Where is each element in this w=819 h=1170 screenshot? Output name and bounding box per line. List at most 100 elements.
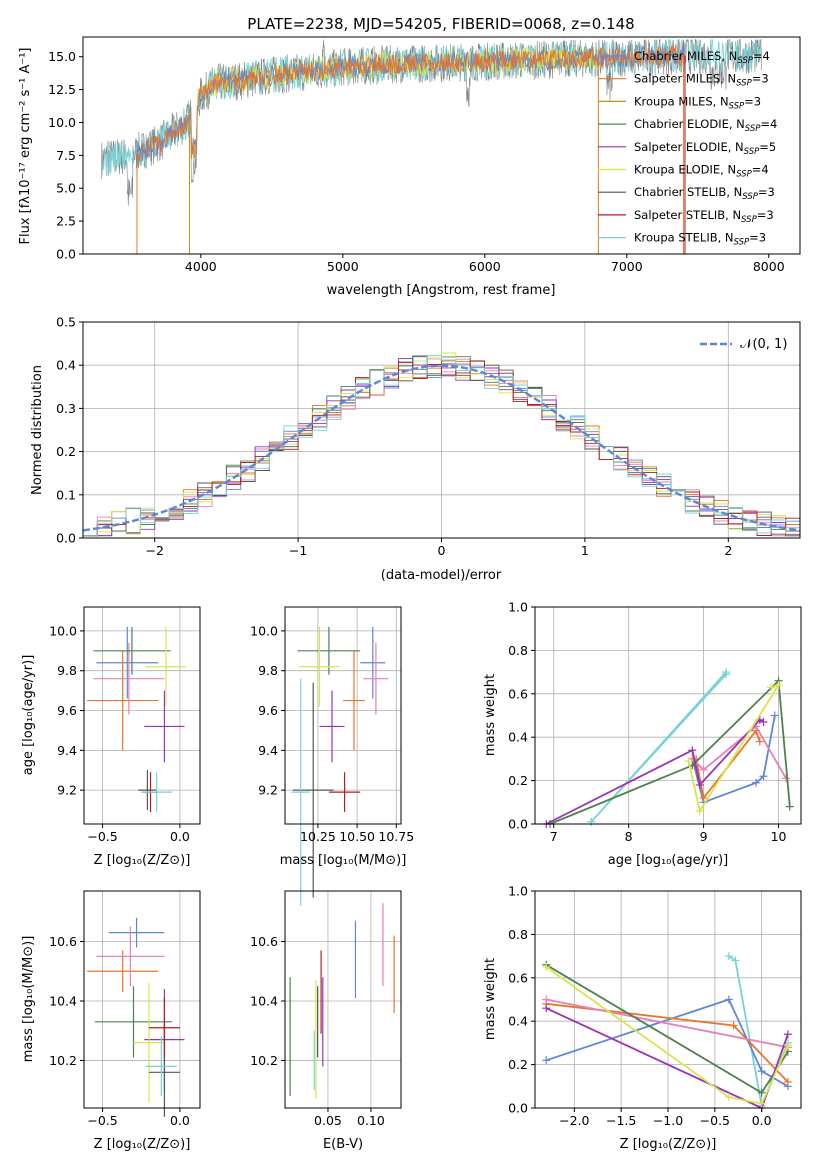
spectrum-xlabel: wavelength [Angstrom, rest frame]: [327, 283, 556, 298]
legend-entry: Chabrier MILES, NSSP=4: [634, 49, 770, 66]
series-marker: [695, 780, 704, 789]
series-marker: [542, 1004, 551, 1013]
errorbar-salpeter_miles: [87, 650, 159, 751]
errorbar-chabrier_elodie: [94, 986, 173, 1058]
series-marker: [731, 956, 740, 965]
ytick-label: 9.6: [258, 703, 278, 718]
ytick-label: 0.1: [56, 487, 76, 502]
xtick-label: −0.5: [700, 1113, 730, 1128]
legend-label: Kroupa ELODIE, N: [634, 163, 736, 177]
errorbar-kroupa_stelib: [291, 678, 311, 906]
histogram-ylabel: Normed distribution: [30, 365, 45, 495]
series-marker: [757, 1067, 766, 1076]
errorbar-chabrier_elodie: [297, 626, 361, 675]
spectrum-ylabel: Flux [fλ10⁻¹⁷ erg cm⁻² s⁻¹ A⁻¹]: [18, 48, 33, 245]
ytick-label: 0.0: [56, 531, 76, 546]
series-kroupa_elodie: [542, 962, 792, 1108]
xtick-label: 10.25: [300, 829, 336, 844]
series-line: [545, 964, 789, 1095]
age-vs-mass-errorbars: [291, 626, 389, 906]
ytick-label: 9.6: [57, 703, 77, 718]
series-marker: [699, 765, 708, 774]
ytick-label: 10.2: [250, 1053, 278, 1068]
legend-entry: Salpeter MILES, NSSP=3: [634, 72, 769, 89]
ytick-label: 0.4: [508, 730, 528, 745]
series-marker: [759, 772, 768, 781]
errorbar-chabrier_miles: [360, 626, 386, 699]
errorbar-salpeter_miles: [343, 650, 365, 751]
histogram-yticks: 0.0 0.1 0.2 0.3 0.4 0.5: [56, 315, 83, 546]
series-marker: [684, 757, 693, 766]
legend-sub: SSP: [742, 192, 758, 202]
ytick-label: 10.0: [49, 623, 77, 638]
series-marker: [782, 774, 791, 783]
legend-label: Chabrier ELODIE, N: [634, 117, 745, 131]
series-marker: [724, 952, 733, 961]
xtick-label: 0.05: [314, 1113, 342, 1128]
spectrum-yticks: 0.0 2.5 5.0 7.5 10.0 12.5 15.0: [48, 49, 83, 262]
errorbar-salpeter_stelib: [328, 772, 361, 813]
ytick-label: 10.0: [250, 623, 278, 638]
legend-entry: Salpeter STELIB, NSSP=3: [634, 208, 774, 225]
legend-sub: SSP: [745, 124, 761, 134]
series-marker: [783, 1041, 792, 1050]
legend-label: Salpeter STELIB, N: [634, 208, 741, 222]
series-line: [545, 718, 764, 825]
xtick-label: −1: [289, 543, 307, 558]
legend-label: Chabrier STELIB, N: [634, 185, 742, 199]
series-marker: [729, 1021, 738, 1030]
legend-entry: Chabrier ELODIE, NSSP=4: [634, 117, 777, 134]
ytick-label: 0.6: [508, 970, 528, 985]
xtick-label: −0.5: [87, 1113, 117, 1128]
series-marker: [699, 793, 708, 802]
ytick-label: 0.8: [508, 927, 528, 942]
mass-weight-vs-age-ylabel: mass weight: [483, 674, 498, 756]
series-kroupa_elodie: [684, 681, 783, 815]
ytick-label: 10.4: [250, 993, 278, 1008]
series-line: [549, 678, 791, 825]
ytick-label: 9.8: [258, 663, 278, 678]
errorbar-salpeter_stelib: [148, 998, 180, 1058]
legend-sub: SSP: [736, 170, 752, 180]
series-marker: [542, 995, 551, 1004]
xtick-label: 0.0: [752, 1113, 772, 1128]
mass-weight-vs-age-lines: [542, 668, 794, 828]
histogram-frame: [82, 321, 801, 539]
xtick-label: 6000: [469, 259, 501, 274]
spectrum-title: PLATE=2238, MJD=54205, FIBERID=0068, z=0…: [247, 15, 634, 33]
legend-label: Kroupa STELIB, N: [634, 231, 734, 245]
errorbar-kroupa_elodie: [145, 626, 187, 707]
age-vs-Z-xlabel: Z [log₁₀(Z/Z⊙)]: [94, 853, 191, 868]
legend-label: Salpeter MILES, N: [634, 72, 736, 86]
mass-weight-vs-Z-panel: −2.0 −1.5 −1.0 −0.5 0.0 0.0 0.2 0.4 0.6 0.8 1.0: [508, 884, 802, 1128]
legend-suffix: =3: [744, 94, 761, 108]
legend-suffix: =5: [759, 140, 776, 154]
legend-suffix: =3: [758, 185, 775, 199]
legend-entry: Kroupa STELIB, NSSP=3: [634, 231, 766, 248]
xtick-label: 10.50: [339, 829, 375, 844]
age-vs-Z-panel: −0.5 0.0 9.2 9.4 9.6 9.8 10.0: [49, 606, 201, 844]
series-marker: [757, 1099, 766, 1108]
ytick-label: 9.4: [57, 743, 77, 758]
ytick-label: 10.6: [49, 934, 77, 949]
ytick-label: 10.6: [250, 934, 278, 949]
xtick-label: 10.75: [378, 829, 414, 844]
mass-weight-vs-age-xlabel: age [log₁₀(age/yr)]: [608, 853, 729, 868]
series-line: [545, 966, 789, 1105]
series-marker: [767, 683, 776, 692]
mass-vs-Z-ylabel: mass [log₁₀(M/M⊙)]: [21, 936, 36, 1063]
ytick-label: 15.0: [48, 49, 76, 64]
errorbar-salpeter_elodie: [319, 690, 345, 763]
xtick-label: 1: [581, 543, 589, 558]
series-chabrier_elodie: [542, 960, 792, 1097]
xtick-label: −2: [145, 543, 163, 558]
xtick-label: 5000: [327, 259, 359, 274]
histogram-xticks: −2 −1 0 1 2: [145, 538, 732, 558]
ytick-label: 0.5: [56, 315, 76, 330]
age-vs-Z-ylabel: age [log₁₀(age/yr)]: [21, 655, 36, 776]
legend-sub: SSP: [729, 101, 745, 111]
mass-weight-vs-age-panel: 7 8 9 10 0.0 0.2 0.4 0.6 0.8 1.0: [508, 600, 802, 844]
ytick-label: 7.5: [56, 148, 76, 163]
ytick-label: 0.2: [508, 773, 528, 788]
xtick-label: −1.0: [653, 1113, 683, 1128]
